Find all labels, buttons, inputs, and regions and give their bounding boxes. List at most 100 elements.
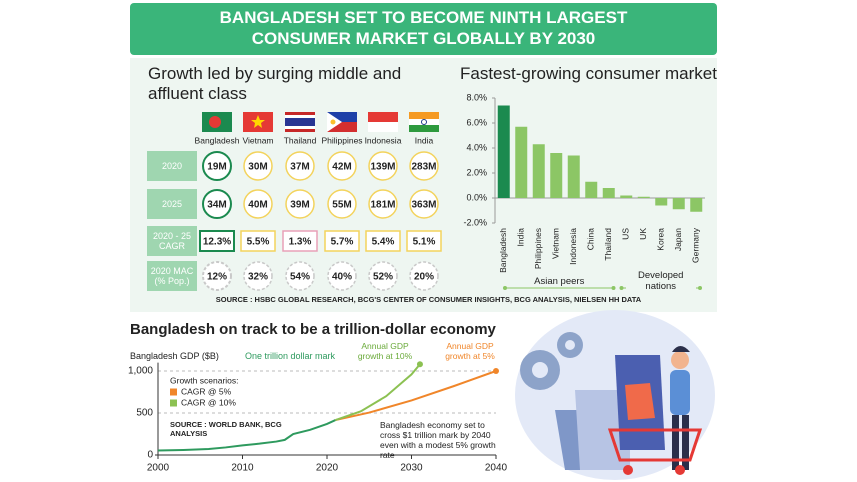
cell-value: 19M — [207, 162, 226, 173]
x-tick-label: 2000 — [147, 463, 170, 474]
x-tick-label: India — [516, 228, 526, 247]
x-tick-label: 2010 — [231, 463, 254, 474]
y-tick-label: -2.0% — [463, 217, 487, 227]
cell-value: 12% — [207, 272, 227, 283]
y-tick-label: 0.0% — [466, 192, 487, 202]
bar — [620, 195, 633, 198]
row-label: 2020 — [161, 161, 183, 171]
bar — [655, 198, 668, 206]
cell-circle — [327, 151, 357, 181]
cell-circle — [202, 189, 232, 219]
column-label: Philippines — [321, 135, 362, 145]
y-tick-label: 8.0% — [466, 92, 487, 102]
x-tick-label: 2030 — [400, 463, 423, 474]
cell-circle — [327, 189, 357, 219]
x-tick-label: UK — [638, 228, 648, 240]
y-axis-title: Bangladesh GDP ($B) — [130, 351, 219, 361]
cell-circle — [409, 189, 439, 219]
x-tick-label: Thailand — [603, 228, 613, 261]
x-tick-label: Korea — [656, 228, 666, 251]
cell-value: 30M — [248, 162, 267, 173]
cell-value: 37M — [290, 162, 309, 173]
column-label: Bangladesh — [195, 135, 240, 145]
cell-circle — [368, 261, 398, 291]
cell-value: 20% — [414, 272, 434, 283]
group-dot — [611, 286, 616, 290]
cell-circle — [409, 261, 439, 291]
legend-label: CAGR @ 10% — [181, 397, 236, 407]
bar — [602, 188, 615, 198]
x-tick-label: 2040 — [485, 463, 508, 474]
x-tick-label: Indonesia — [568, 228, 578, 265]
annotation: Bangladesh economy set to cross $1 trill… — [380, 420, 496, 460]
group-label: Developed nations — [625, 270, 696, 292]
x-tick-label: Germany — [691, 227, 701, 263]
x-tick-label: Vietnam — [551, 228, 561, 259]
row-label: 2025 — [161, 199, 183, 209]
cell-value: 42M — [332, 162, 351, 173]
cell-circle — [327, 261, 357, 291]
cell-value: 52% — [373, 272, 393, 283]
page-title: BANGLADESH SET TO BECOME NINTH LARGEST C… — [219, 8, 628, 48]
cell-value: 40% — [332, 272, 352, 283]
cell-value: 181M — [370, 200, 395, 211]
cell-value: 39M — [290, 200, 309, 211]
x-tick-label: Philippines — [533, 228, 543, 269]
cell-value: 55M — [332, 200, 351, 211]
cell-value: 5.1% — [413, 237, 436, 248]
cell-circle — [368, 151, 398, 181]
cell-box — [406, 230, 442, 252]
group-dot — [619, 286, 624, 290]
row-label: 2020 - 25 CAGR — [152, 231, 192, 251]
legend-title: Growth scenarios: — [170, 375, 239, 385]
cell-box — [282, 230, 318, 252]
shopping-illustration — [515, 310, 715, 480]
x-tick-label: 2020 — [316, 463, 339, 474]
cell-value: 5.7% — [331, 237, 354, 248]
y-tick-label: 0 — [147, 450, 153, 461]
y-tick-label: 500 — [136, 408, 153, 419]
line-series — [335, 363, 421, 422]
y-tick-label: 1,000 — [128, 366, 153, 377]
chart-title: Bangladesh on track to be a trillion-dol… — [130, 321, 496, 338]
cell-value: 5.5% — [247, 237, 270, 248]
chart-source: SOURCE : WORLD BANK, BCG ANALYSIS — [170, 420, 282, 438]
line-series — [157, 419, 336, 452]
bar — [672, 198, 685, 210]
group-dot — [503, 286, 507, 290]
cell-value: 363M — [411, 200, 436, 211]
cell-value: 5.4% — [372, 237, 395, 248]
annotation: Annual GDP growth at 5% — [445, 341, 495, 361]
bar — [550, 153, 563, 198]
group-label: Asian peers — [524, 276, 595, 287]
row-label-box — [147, 226, 197, 256]
row-label-box — [147, 151, 197, 181]
x-tick-label: US — [621, 228, 631, 240]
cell-box — [324, 230, 360, 252]
cell-value: 34M — [207, 200, 226, 211]
column-label: Vietnam — [242, 135, 273, 145]
cell-value: 12.3% — [203, 237, 231, 248]
cell-circle — [285, 189, 315, 219]
cell-circle — [368, 189, 398, 219]
x-tick-label: Bangladesh — [498, 228, 508, 273]
y-tick-label: 6.0% — [466, 117, 487, 127]
cell-circle — [243, 261, 273, 291]
cell-value: 40M — [248, 200, 267, 211]
end-point — [493, 368, 499, 374]
legend-swatch — [170, 388, 177, 396]
bar — [567, 155, 580, 198]
x-tick-label: China — [586, 228, 596, 250]
cell-box — [240, 230, 276, 252]
y-tick-label: 4.0% — [466, 142, 487, 152]
column-label: Indonesia — [365, 135, 402, 145]
cell-value: 32% — [248, 272, 268, 283]
cell-circle — [202, 261, 232, 291]
legend-label: CAGR @ 5% — [181, 386, 232, 396]
column-label: India — [415, 135, 434, 145]
row-label-box — [147, 189, 197, 219]
cell-value: 283M — [411, 162, 436, 173]
cell-value: 1.3% — [289, 237, 312, 248]
